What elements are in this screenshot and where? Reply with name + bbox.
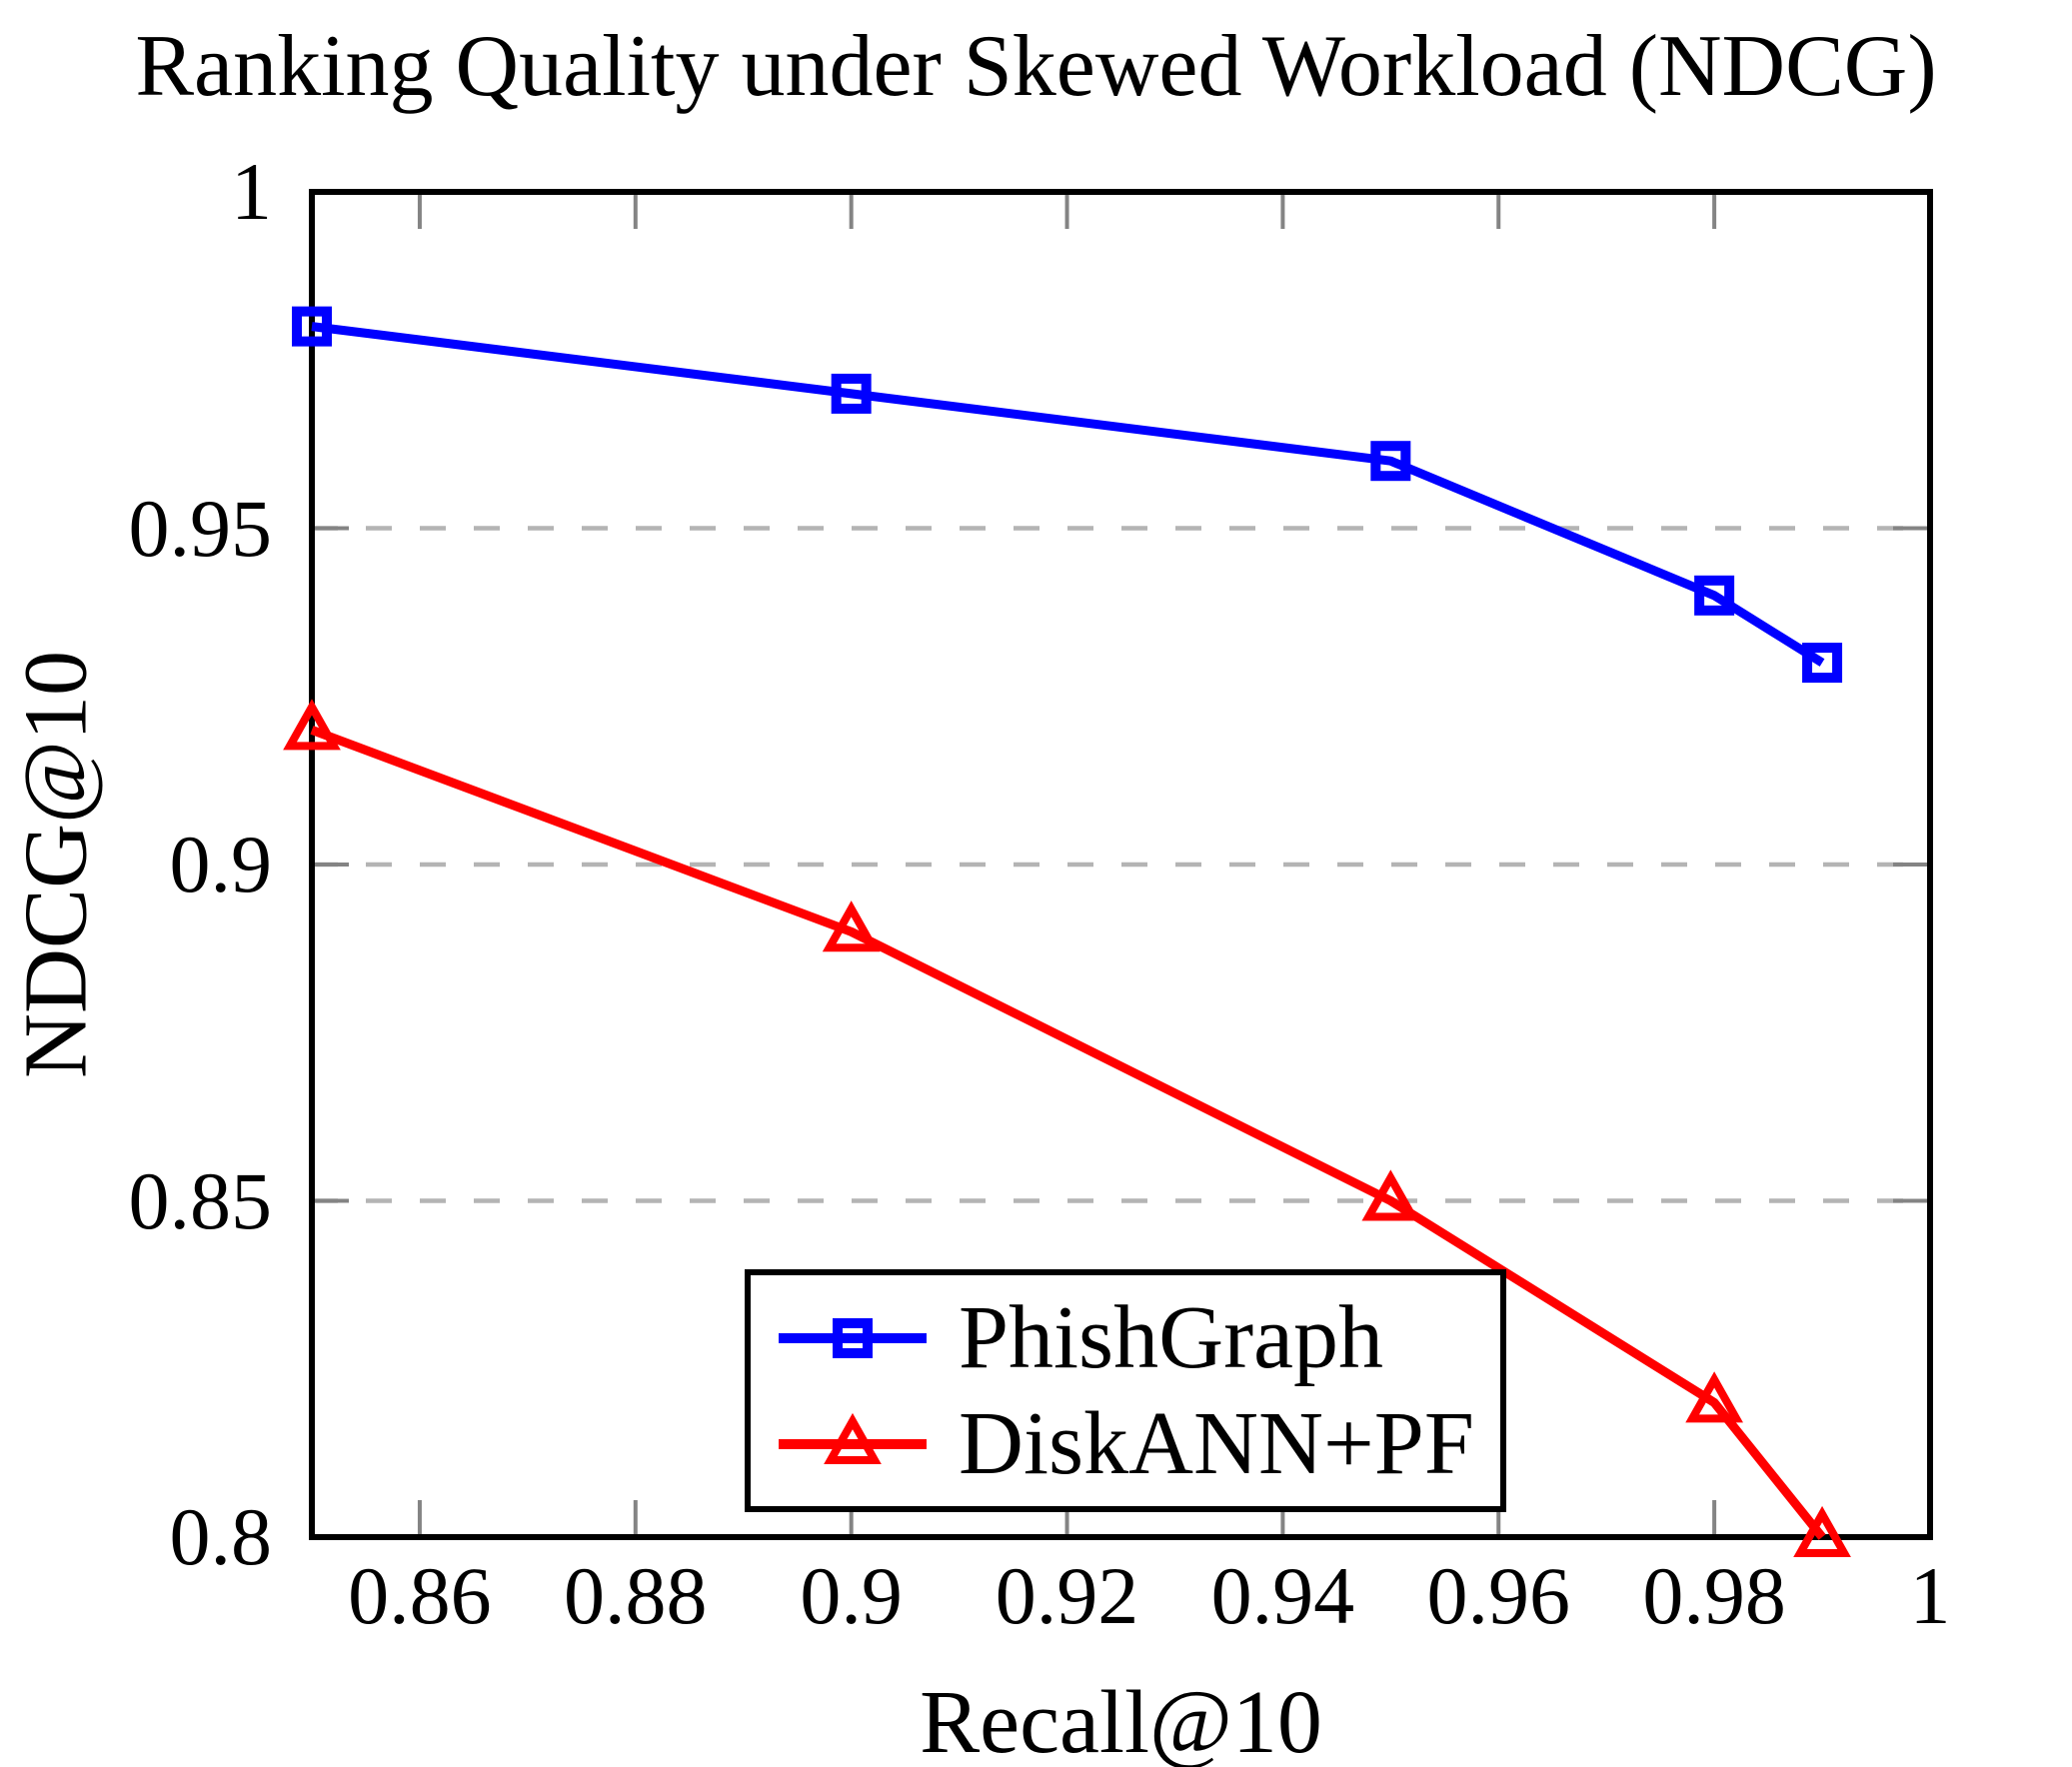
legend-label: DiskANN+PF (959, 1394, 1474, 1493)
x-tick-label: 0.94 (1210, 1550, 1355, 1641)
data-point-square-marker (1694, 575, 1735, 616)
legend-entry-phishgraph: PhishGraph (751, 1288, 1383, 1388)
data-point-square-marker (1370, 441, 1411, 482)
x-tick-label: 0.9 (800, 1550, 903, 1641)
x-tick-label: 0.88 (564, 1550, 708, 1641)
legend-label: PhishGraph (959, 1288, 1383, 1387)
data-point-square-marker (292, 306, 332, 347)
y-tick-label: 0.85 (128, 1154, 273, 1246)
data-point-triangle-marker (1793, 1505, 1851, 1557)
y-tick-label: 1 (231, 146, 272, 237)
y-tick-label: 0.9 (169, 819, 273, 909)
x-tick-label: 0.86 (348, 1550, 492, 1641)
y-tick-label: 0.95 (128, 482, 273, 574)
data-point-triangle-marker (1685, 1371, 1743, 1423)
y-axis-label: NDCG@10 (6, 651, 106, 1078)
x-tick-label: 0.98 (1642, 1550, 1786, 1641)
data-point-square-marker (833, 1318, 873, 1358)
data-point-triangle-marker (283, 699, 341, 751)
chart-title: Ranking Quality under Skewed Workload (N… (135, 18, 1937, 115)
x-axis-label: Recall@10 (920, 1673, 1322, 1767)
series-line-phishgraph (311, 322, 1825, 667)
legend-sample-line-triangle-icon (779, 1412, 927, 1464)
data-point-square-marker (1802, 643, 1843, 684)
series-line-diskann-pf (310, 726, 1826, 1540)
data-point-square-marker (831, 373, 872, 414)
y-tick-label: 0.8 (169, 1491, 273, 1582)
x-tick-label: 1 (1909, 1550, 1951, 1641)
axis-frame (309, 189, 1933, 1540)
legend-entry-diskann-pf: DiskANN+PF (751, 1394, 1474, 1494)
legend-sample-line-square-icon (779, 1318, 927, 1358)
data-point-triangle-marker (1361, 1169, 1420, 1221)
x-tick-label: 0.96 (1426, 1550, 1571, 1641)
legend: PhishGraph DiskANN+PF (745, 1269, 1506, 1512)
data-point-triangle-marker (822, 900, 881, 952)
data-point-triangle-marker (824, 1412, 882, 1464)
x-tick-label: 0.92 (995, 1550, 1139, 1641)
